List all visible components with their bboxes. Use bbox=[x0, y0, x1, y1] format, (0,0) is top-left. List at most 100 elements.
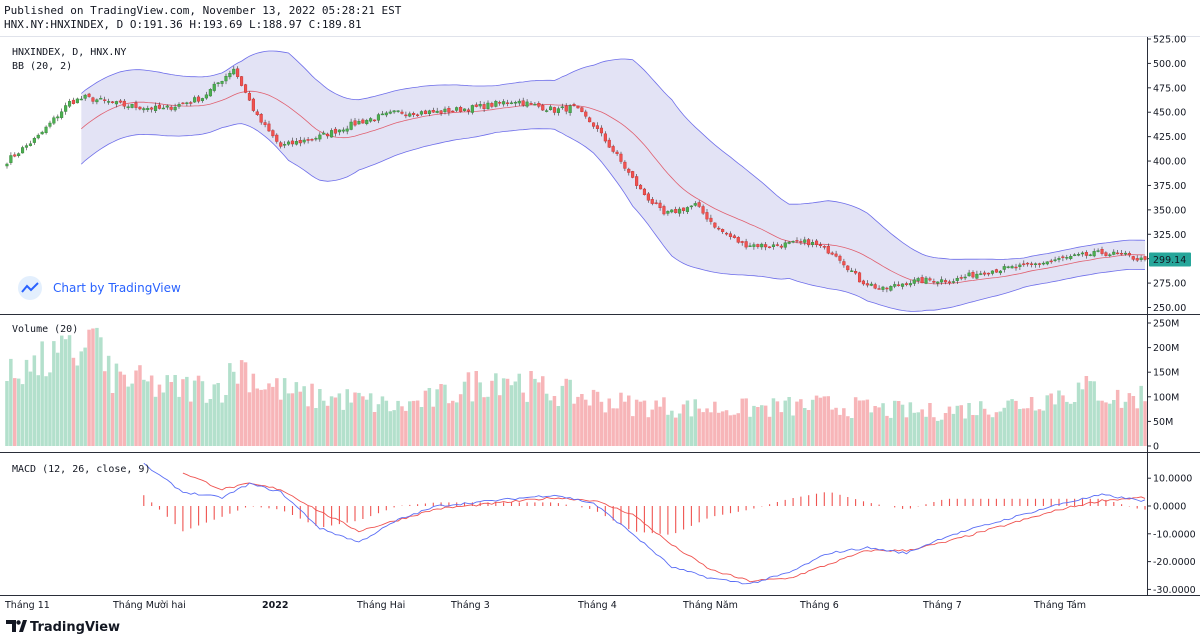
volume-bar bbox=[498, 395, 502, 446]
candle-body bbox=[400, 111, 404, 114]
volume-bar bbox=[314, 408, 318, 446]
volume-bar bbox=[720, 411, 725, 446]
candle-body bbox=[138, 106, 142, 110]
volume-bar bbox=[779, 412, 784, 446]
candle-body bbox=[330, 130, 334, 138]
volume-bar bbox=[279, 399, 283, 446]
volume-bar bbox=[1033, 410, 1038, 446]
candle-body bbox=[1049, 260, 1053, 263]
volume-bar bbox=[243, 362, 248, 446]
volume-tick-label: 50M bbox=[1153, 417, 1173, 428]
volume-bar bbox=[302, 386, 306, 446]
candle-body bbox=[611, 146, 615, 152]
candle-body bbox=[576, 105, 580, 109]
candle-body bbox=[412, 113, 416, 115]
candle-body bbox=[818, 244, 822, 247]
candle-body bbox=[1112, 251, 1116, 255]
candle-body bbox=[904, 283, 908, 285]
volume-bar bbox=[912, 412, 916, 446]
volume-bar bbox=[904, 417, 909, 446]
candle-body bbox=[588, 117, 592, 123]
volume-bar bbox=[368, 393, 373, 446]
volume-tick-label: 150M bbox=[1153, 368, 1179, 379]
volume-bar bbox=[361, 396, 365, 446]
volume-bar bbox=[75, 365, 80, 446]
candle-body bbox=[1139, 257, 1143, 260]
volume-bar bbox=[161, 392, 166, 446]
candle-body bbox=[901, 283, 905, 287]
volume-bar bbox=[975, 415, 979, 446]
candle-body bbox=[263, 122, 267, 125]
volume-bar bbox=[24, 359, 29, 446]
volume-bar bbox=[36, 375, 40, 446]
volume-bar bbox=[1088, 381, 1092, 446]
candle-body bbox=[134, 102, 138, 108]
volume-bar bbox=[564, 378, 568, 446]
volume-bar bbox=[853, 397, 858, 446]
candle-body bbox=[885, 287, 889, 290]
volume-bar bbox=[247, 392, 252, 446]
volume-bar bbox=[16, 378, 21, 446]
volume-bar bbox=[783, 400, 787, 446]
volume-bar bbox=[1057, 390, 1061, 446]
macd-histogram-group bbox=[143, 492, 1146, 535]
candle-body bbox=[142, 108, 146, 111]
volume-bar bbox=[1014, 400, 1018, 446]
candle-body bbox=[326, 133, 330, 137]
candle-body bbox=[361, 119, 365, 124]
candle-body bbox=[298, 139, 302, 144]
volume-bar bbox=[685, 400, 690, 446]
candle-body bbox=[1088, 254, 1092, 256]
volume-bar bbox=[763, 405, 768, 446]
candle-body bbox=[834, 253, 838, 257]
volume-bar bbox=[400, 406, 404, 446]
candle-body bbox=[9, 155, 13, 163]
candle-body bbox=[509, 102, 514, 105]
volume-bar bbox=[1127, 393, 1132, 446]
candle-body bbox=[290, 140, 295, 145]
volume-bar bbox=[1104, 402, 1108, 446]
chart-by-tradingview-link[interactable]: Chart by TradingView bbox=[53, 281, 181, 295]
candle-body bbox=[947, 281, 951, 283]
volume-bar bbox=[963, 418, 967, 446]
volume-bar bbox=[134, 370, 138, 446]
candle-body bbox=[826, 245, 830, 254]
candle-body bbox=[811, 241, 815, 245]
candle-body bbox=[764, 244, 768, 248]
volume-bar bbox=[91, 328, 95, 446]
volume-bar bbox=[955, 405, 960, 446]
candle-body bbox=[1119, 252, 1124, 255]
candle-body bbox=[533, 103, 537, 106]
volume-bar bbox=[63, 339, 68, 446]
candle-body bbox=[623, 161, 627, 169]
tradingview-logo-icon bbox=[6, 620, 16, 632]
candle-body bbox=[392, 110, 396, 113]
candle-body bbox=[204, 94, 208, 99]
candle-body bbox=[1045, 261, 1049, 265]
candle-body bbox=[705, 212, 709, 220]
candle-body bbox=[91, 97, 95, 102]
volume-bar bbox=[275, 378, 279, 446]
volume-bar bbox=[466, 372, 471, 446]
candle-body bbox=[787, 241, 791, 244]
volume-bar bbox=[810, 399, 815, 446]
volume-bar bbox=[756, 407, 760, 446]
volume-bar bbox=[212, 384, 216, 446]
candle-body bbox=[157, 104, 162, 109]
candle-body bbox=[552, 107, 556, 113]
volume-bar bbox=[122, 374, 126, 446]
volume-bar bbox=[232, 371, 236, 446]
volume-bar bbox=[959, 405, 963, 446]
volume-bar bbox=[881, 403, 885, 446]
volume-bar bbox=[916, 412, 920, 446]
volume-bar bbox=[838, 414, 842, 446]
volume-bar bbox=[83, 347, 87, 446]
volume-bar bbox=[44, 376, 48, 446]
volume-bar bbox=[322, 400, 326, 446]
macd-tick-label: -20.0000 bbox=[1153, 557, 1196, 568]
volume-bar bbox=[1123, 401, 1128, 446]
candle-body bbox=[1065, 257, 1069, 259]
volume-bar bbox=[177, 396, 181, 446]
candle-body bbox=[1104, 252, 1108, 256]
